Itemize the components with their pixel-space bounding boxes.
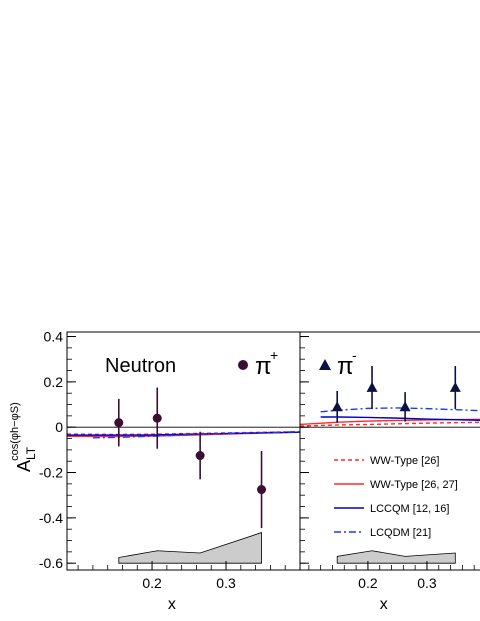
y-axis-title-main: A: [14, 460, 34, 472]
curve-ww26: [300, 421, 480, 427]
hadron-label: π: [337, 353, 354, 380]
y-tick-label: -0.2: [39, 465, 63, 481]
panel-content: [67, 387, 300, 564]
y-tick-label: 0.4: [44, 329, 64, 345]
y-axis-title: ALTcos(φh−φS): [9, 402, 38, 472]
legend-label: WW-Type [26, 27]: [370, 479, 458, 491]
x-tick-label: 0.2: [142, 575, 162, 591]
legend-marker: [319, 359, 331, 370]
y-axis-title-text: ALTcos(φh−φS): [9, 402, 38, 472]
target-label: Neutron: [105, 355, 176, 377]
curve-lcqdm: [320, 407, 480, 413]
hadron-label: π: [255, 353, 272, 380]
y-tick-label: 0: [55, 419, 63, 435]
x-axis-title: x: [168, 596, 176, 613]
data-point: [114, 418, 124, 428]
legend-label: LCCQM [12, 16]: [370, 503, 449, 515]
x-tick-label: 0.2: [358, 575, 378, 591]
legend: WW-Type [26] WW-Type [26, 27] LCCQM [12, 1…: [334, 455, 458, 539]
panel-content: [300, 366, 480, 564]
hadron-charge: -: [352, 347, 357, 363]
y-tick-label: -0.6: [39, 555, 63, 571]
y-axis-title-sup: cos(φh−φS): [9, 402, 21, 461]
data-point: [366, 382, 378, 392]
data-point: [257, 485, 267, 495]
curve-lcqdm: [92, 431, 300, 439]
y-tick-label: 0.2: [44, 374, 64, 390]
hadron-charge: +: [270, 347, 278, 363]
y-tick-label: -0.4: [39, 510, 63, 526]
y-axis-title-sub: LT: [24, 446, 38, 460]
panel-1: -0.6 -0.4 -0.2 0 0.2 0.4 0.2 0.3 x Neutron π+: [39, 329, 301, 613]
x-tick-label: 0.3: [417, 575, 437, 591]
panel-2: 0.2 0.3 x π-: [299, 331, 480, 613]
x-tick-label: 0.3: [216, 575, 236, 591]
legend-label: WW-Type [26]: [370, 455, 439, 467]
panel-frame: [299, 331, 480, 571]
x-axis-title: x: [380, 596, 388, 613]
data-point: [195, 451, 205, 461]
data-point: [152, 413, 162, 423]
data-point: [399, 401, 411, 412]
systematic-band: [336, 550, 456, 564]
data-point: [449, 382, 461, 392]
legend-label: LCQDM [21]: [370, 527, 431, 539]
systematic-band: [118, 532, 262, 564]
data-point: [331, 401, 343, 412]
curve-lccqm: [320, 416, 480, 421]
legend-marker: [238, 360, 248, 370]
